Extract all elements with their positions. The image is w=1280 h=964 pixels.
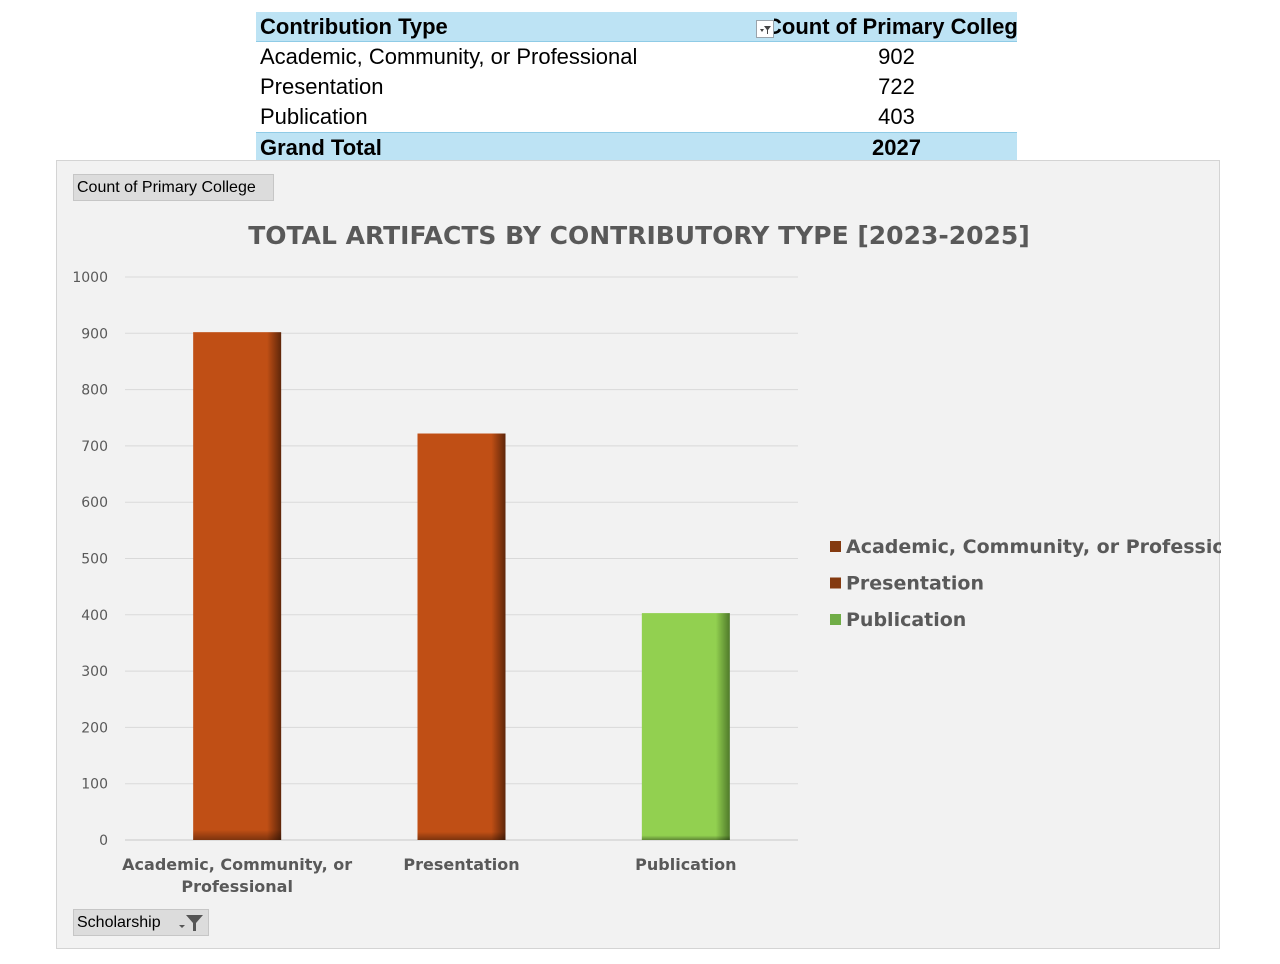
legend: Academic, Community, or Professional Pres… [830, 536, 1221, 631]
bars [193, 332, 730, 840]
y-tick-label: 300 [81, 664, 108, 680]
y-axis-ticks: 0 100 200 300 400 500 600 700 800 900 1000 [72, 270, 108, 849]
pivot-row-label: Academic, Community, or Professional [260, 44, 638, 69]
pivot-chart[interactable]: TOTAL ARTIFACTS BY CONTRIBUTORY TYPE [20… [56, 160, 1221, 949]
bar-chart: TOTAL ARTIFACTS BY CONTRIBUTORY TYPE [20… [72, 221, 1221, 896]
pivot-row: Academic, Community, or Professional 902 [256, 42, 1017, 72]
pivot-grand-total-row: Grand Total 2027 [256, 132, 1017, 162]
axis-field-button[interactable]: Scholarship [73, 909, 209, 936]
x-tick-label: Presentation [403, 855, 519, 874]
pivot-row: Publication 403 [256, 102, 1017, 132]
y-tick-label: 100 [81, 777, 108, 793]
bar-shade [193, 332, 282, 840]
y-tick-label: 400 [81, 608, 108, 624]
bar-shade [417, 433, 506, 840]
y-tick-label: 200 [81, 720, 108, 736]
value-field-button[interactable]: Count of Primary College [73, 174, 274, 201]
y-tick-label: 1000 [72, 270, 108, 286]
pivot-row-value: 902 [878, 44, 915, 69]
pivot-row-label: Presentation [260, 74, 384, 99]
legend-swatch [830, 577, 841, 589]
y-tick-label: 600 [81, 495, 108, 511]
row-label-filter-button[interactable] [756, 20, 774, 38]
pivot-row: Presentation 722 [256, 72, 1017, 102]
pivot-row-value: 403 [878, 104, 915, 129]
y-tick-label: 900 [81, 326, 108, 342]
pivot-row-label: Publication [260, 104, 368, 129]
legend-label: Publication [846, 609, 966, 631]
legend-label: Academic, Community, or Professional [846, 536, 1221, 558]
x-axis-labels: Academic, Community, or Professional Prese… [122, 855, 736, 896]
legend-swatch [830, 541, 841, 552]
pivot-row-value: 722 [878, 74, 915, 99]
legend-swatch [830, 614, 841, 625]
y-tick-label: 700 [81, 439, 108, 455]
bar-shade [641, 613, 730, 840]
filter-dropdown-icon [760, 26, 771, 34]
pivot-grand-total-value: 2027 [872, 135, 921, 160]
x-tick-label: Publication [635, 855, 736, 874]
legend-label: Presentation [846, 573, 984, 595]
pivot-grand-total-label: Grand Total [260, 135, 382, 160]
axis-field-label: Scholarship [77, 914, 161, 931]
y-tick-label: 800 [81, 383, 108, 399]
pivot-header-row-label: Contribution Type [260, 14, 448, 39]
pivot-header-value-label: Count of Primary College [774, 14, 1017, 39]
y-tick-label: 0 [99, 833, 108, 849]
chart-title: TOTAL ARTIFACTS BY CONTRIBUTORY TYPE [20… [248, 221, 1030, 250]
pivot-header-row: Contribution Type Count of Primary Colle… [256, 12, 1017, 42]
x-tick-label: Academic, Community, or Professional [122, 855, 352, 896]
filter-funnel-icon[interactable] [178, 913, 204, 933]
pivot-table: Contribution Type Count of Primary Colle… [256, 12, 1017, 162]
y-tick-label: 500 [81, 552, 108, 568]
